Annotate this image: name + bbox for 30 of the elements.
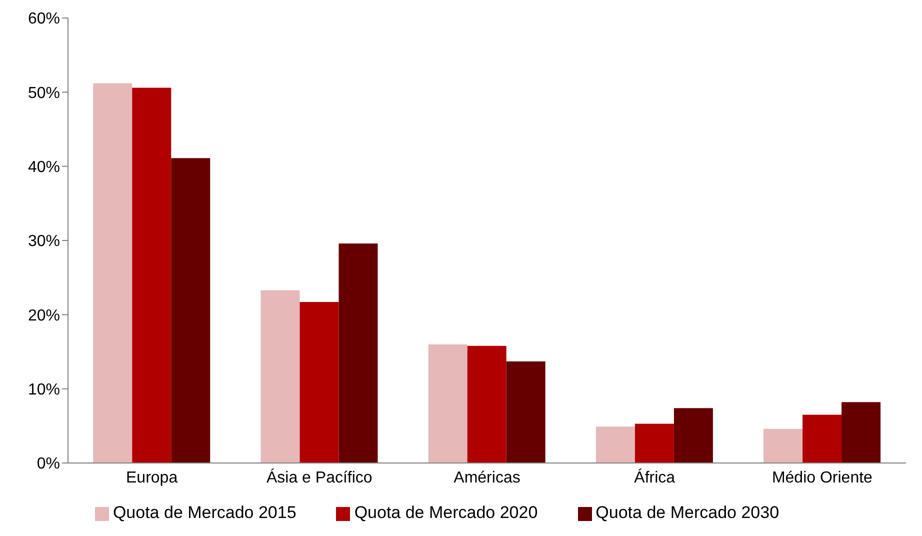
bar xyxy=(674,408,713,463)
bar xyxy=(93,83,132,463)
bar xyxy=(634,424,674,463)
y-tick-label: 30% xyxy=(28,233,60,250)
x-tick-label: Ásia e Pacífico xyxy=(266,468,372,486)
x-tick-label: Américas xyxy=(454,469,520,486)
x-tick-label: África xyxy=(634,468,676,486)
x-tick-label: Europa xyxy=(126,469,178,486)
legend-label: Quota de Mercado 2015 xyxy=(112,503,296,522)
bar xyxy=(300,302,339,463)
y-tick-label: 0% xyxy=(36,456,60,473)
legend-label: Quota de Mercado 2020 xyxy=(354,503,538,522)
bar xyxy=(171,158,210,463)
y-tick-label: 10% xyxy=(28,382,60,399)
y-tick-label: 40% xyxy=(28,159,60,176)
bar xyxy=(260,290,300,463)
bar xyxy=(842,402,881,463)
bar xyxy=(338,243,378,463)
bar xyxy=(132,88,172,463)
y-tick-label: 60% xyxy=(28,10,60,28)
bar xyxy=(428,344,468,463)
bar xyxy=(467,346,506,463)
bar xyxy=(506,361,546,463)
y-tick-label: 50% xyxy=(28,84,60,102)
x-tick-label: Médio Oriente xyxy=(772,469,873,486)
bar xyxy=(802,414,842,463)
y-tick-label: 20% xyxy=(28,307,60,324)
legend-label: Quota de Mercado 2030 xyxy=(596,503,780,522)
bar xyxy=(764,428,803,463)
bar xyxy=(596,426,635,463)
